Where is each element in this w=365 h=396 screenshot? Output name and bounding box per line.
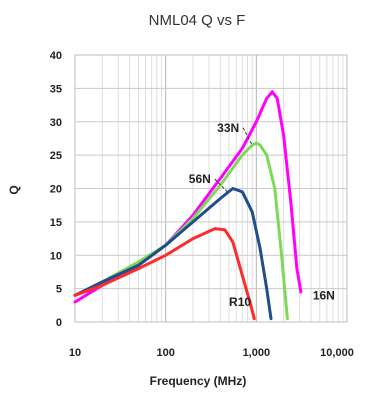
series-label-r10: R10 xyxy=(229,295,251,309)
label-leader-line xyxy=(242,127,253,146)
y-tick-label: 15 xyxy=(50,217,62,229)
y-tick-label: 20 xyxy=(50,184,62,196)
series-label-33n: 33N xyxy=(217,121,239,135)
y-axis-label: Q xyxy=(7,185,21,194)
series-label-16n: 16N xyxy=(313,288,335,302)
series-labels: 33N 56N R10 16N xyxy=(189,121,335,309)
x-axis-label: Frequency (MHz) xyxy=(150,374,247,388)
series-line-33n xyxy=(73,141,289,321)
series-line-56n xyxy=(73,187,273,321)
series-lines xyxy=(73,90,303,321)
y-tick-label: 35 xyxy=(50,83,62,95)
series-line-16n xyxy=(73,90,303,304)
y-tick-label: 10 xyxy=(50,250,62,262)
x-tick-label: 100 xyxy=(156,347,174,359)
y-tick-label: 40 xyxy=(50,50,62,62)
plot-frame xyxy=(74,54,348,323)
series-label-56n: 56N xyxy=(189,172,211,186)
chart-title: NML04 Q vs F xyxy=(149,12,246,29)
y-tick-label: 5 xyxy=(56,284,62,296)
x-tick-labels: 10 100 1,000 10,000 xyxy=(69,347,354,359)
series-line-r10 xyxy=(73,227,256,321)
label-leader-line xyxy=(214,178,228,193)
x-tick-label: 10 xyxy=(69,347,81,359)
y-tick-labels: 0 5 10 15 20 25 30 35 40 xyxy=(50,50,62,329)
x-tick-label: 1,000 xyxy=(243,347,271,359)
x-tick-label: 10,000 xyxy=(320,347,354,359)
y-tick-label: 30 xyxy=(50,117,62,129)
y-tick-label: 0 xyxy=(56,317,62,329)
y-tick-label: 25 xyxy=(50,150,62,162)
